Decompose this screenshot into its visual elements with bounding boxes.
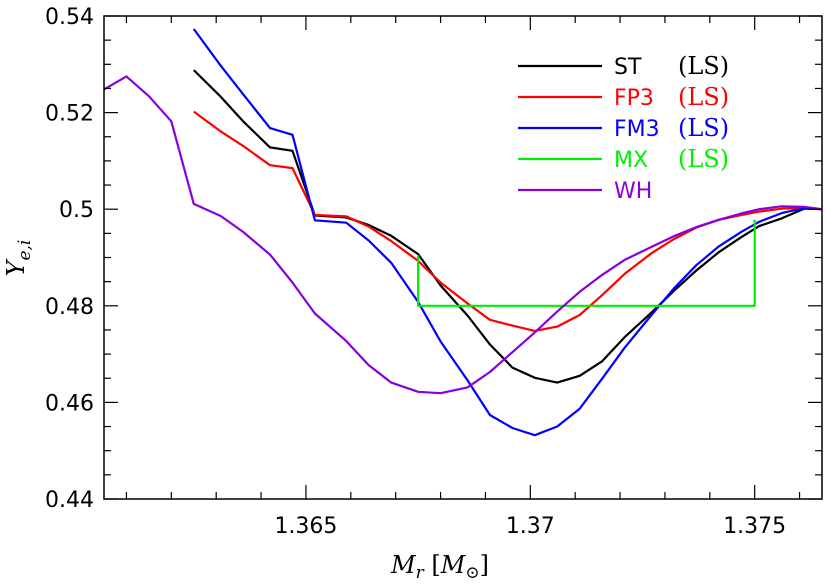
- legend-label-st: ST: [614, 55, 642, 80]
- y-tick-label: 0.5: [59, 198, 94, 223]
- x-axis-label: Mr [M⊙]: [390, 551, 489, 583]
- series-line-mx: [417, 219, 756, 307]
- legend-model-fp3: (LS): [678, 83, 729, 111]
- legend-label-fp3: FP3: [614, 86, 654, 111]
- x-axis-label-unit-subscript: ⊙: [465, 563, 479, 583]
- series-line-wh: [103, 75, 823, 395]
- y-tick-label: 0.54: [45, 5, 94, 30]
- y-axis-label: Ye,i: [2, 240, 35, 277]
- y-axis-label-subscript: e,i: [15, 240, 35, 261]
- x-axis-label-unit-close: ]: [480, 551, 489, 579]
- series-line-st: [193, 69, 823, 384]
- axes-layer: 1.365 1.37 1.375 0.44 0.46 0.48 0.5 0.52 0.54: [45, 5, 823, 539]
- x-axis-label-unit: [: [424, 551, 441, 579]
- x-tick-label: 1.375: [723, 514, 786, 539]
- x-axis-label-symbol: M: [390, 551, 417, 579]
- series-layer: [103, 28, 823, 437]
- legend-label-fm3: FM3: [614, 117, 660, 142]
- legend-model-mx: (LS): [678, 145, 729, 173]
- x-tick-label: 1.365: [274, 514, 337, 539]
- y-tick-label: 0.52: [45, 102, 94, 127]
- svg-text:Ye,i: Ye,i: [2, 240, 35, 277]
- legend-label-mx: MX: [614, 148, 648, 173]
- legend-model-fm3: (LS): [678, 114, 729, 142]
- legend-model-st: (LS): [678, 52, 729, 80]
- y-tick-label: 0.48: [45, 295, 94, 320]
- legend-label-wh: WH: [614, 179, 652, 204]
- y-tick-label: 0.46: [45, 391, 94, 416]
- x-axis-label-subscript: r: [416, 563, 425, 583]
- y-axis-label-symbol: Y: [2, 258, 30, 276]
- legend: ST (LS) FP3 (LS) FM3 (LS) MX (LS) WH: [518, 52, 729, 204]
- x-axis-label-unit-symbol: M: [440, 551, 467, 579]
- series-line-fm3: [192, 28, 823, 437]
- x-tick-label: 1.37: [506, 514, 555, 539]
- y-tick-label: 0.44: [45, 488, 94, 513]
